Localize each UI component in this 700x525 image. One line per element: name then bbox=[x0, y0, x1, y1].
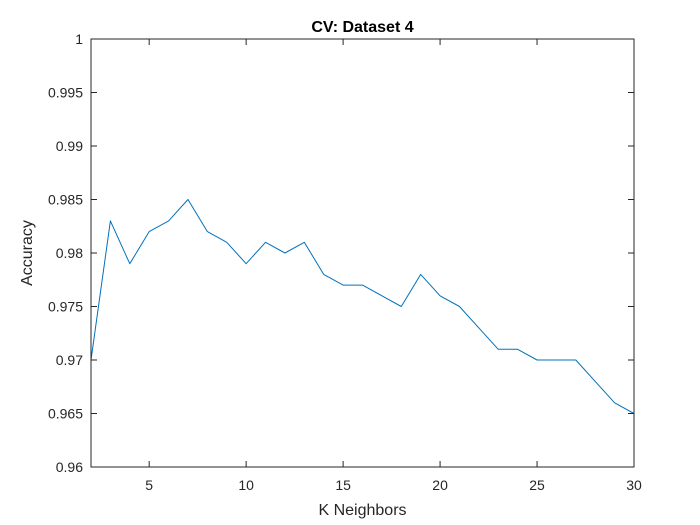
x-tick-label: 25 bbox=[529, 477, 545, 493]
y-tick-label: 0.96 bbox=[56, 459, 83, 475]
series-layer bbox=[90, 199, 635, 414]
series-line bbox=[90, 199, 635, 414]
y-tick-label: 0.98 bbox=[56, 245, 83, 261]
x-tick-label: 30 bbox=[626, 477, 642, 493]
x-tick-label: 15 bbox=[335, 477, 351, 493]
y-tick-label: 0.99 bbox=[56, 138, 83, 154]
x-tick-label: 20 bbox=[432, 477, 448, 493]
y-tick-label: 1 bbox=[75, 31, 83, 47]
y-tick-label: 0.97 bbox=[56, 352, 83, 368]
x-tick-label: 10 bbox=[238, 477, 254, 493]
y-tick-label: 0.995 bbox=[48, 85, 83, 101]
y-tick-label: 0.985 bbox=[48, 192, 83, 208]
x-tick-label: 5 bbox=[145, 477, 153, 493]
x-axis-ticks: 5 10 15 20 25 30 bbox=[145, 39, 642, 493]
y-tick-label: 0.965 bbox=[48, 406, 83, 422]
plot-area bbox=[91, 39, 634, 467]
y-axis-ticks: 0.96 0.965 0.97 0.975 0.98 0.985 0.99 0.995 1 bbox=[48, 31, 634, 475]
y-tick-label: 0.975 bbox=[48, 299, 83, 315]
y-axis-label: Accuracy bbox=[19, 220, 36, 286]
chart-title: CV: Dataset 4 bbox=[311, 19, 413, 36]
x-axis-label: K Neighbors bbox=[318, 502, 406, 519]
